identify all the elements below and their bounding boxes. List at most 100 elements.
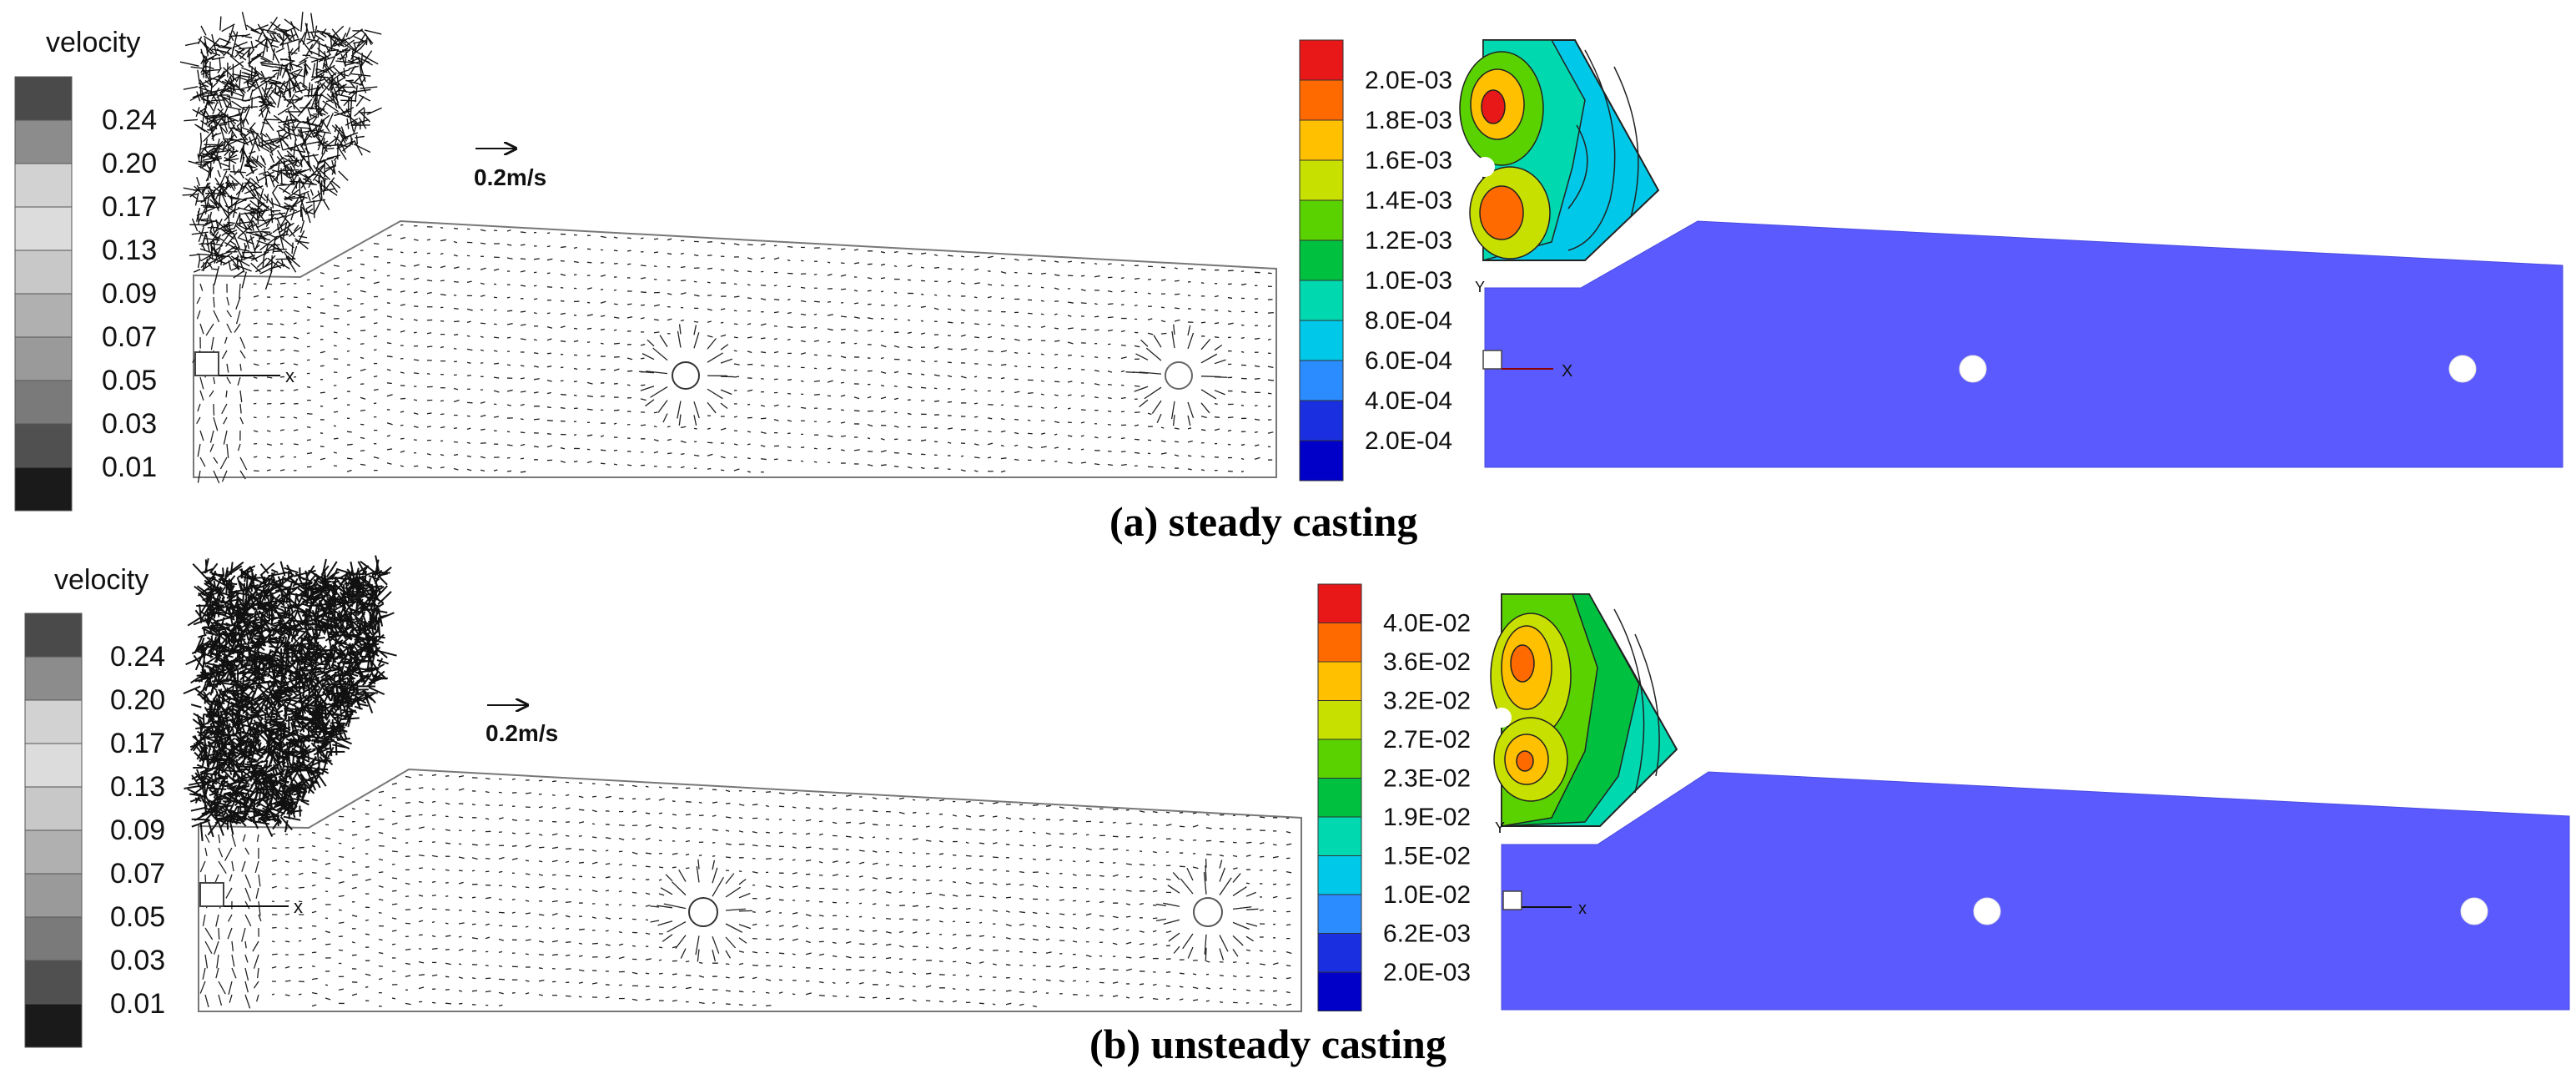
contour-legend-label: 3.6E-02 <box>1383 648 1471 676</box>
velocity-legend-swatch <box>24 786 83 831</box>
x-axis-label: x <box>1578 900 1587 918</box>
contour-legend-label: 8.0E-04 <box>1365 307 1452 335</box>
contour-legend-swatch <box>1317 894 1362 934</box>
contour-legend-label: 1.9E-02 <box>1383 804 1471 831</box>
contour-legend-swatch <box>1299 400 1344 441</box>
contour-legend-swatch <box>1317 661 1362 701</box>
contour-legend-swatch <box>1317 816 1362 856</box>
contour-legend-swatch <box>1299 119 1344 161</box>
scale-arrow-label: 0.2m/s <box>486 720 558 746</box>
velocity-legend-title: velocity <box>54 564 148 596</box>
caption-b: (b) unsteady casting <box>1089 1021 1446 1067</box>
velocity-legend-swatch <box>24 829 83 875</box>
contour-domain: X Y <box>1459 39 2563 468</box>
contour-legend-label: 3.2E-02 <box>1383 688 1471 715</box>
contour-legend-swatch <box>1299 280 1344 321</box>
contour-legend-label: 2.7E-02 <box>1383 726 1471 754</box>
inlet-box <box>1502 890 1522 910</box>
riser-hole <box>1973 897 2001 925</box>
velocity-legend-label: 0.13 <box>110 771 165 803</box>
contour-legend-swatch <box>1299 79 1344 121</box>
velocity-legend-label: 0.20 <box>102 148 157 179</box>
riser-hole <box>688 897 718 927</box>
vector-field-domain: x <box>183 555 1302 1012</box>
velocity-legend-label: 0.07 <box>110 858 165 890</box>
contour-legend-label: 2.0E-04 <box>1365 427 1452 455</box>
velocity-legend-label: 0.09 <box>110 814 165 846</box>
contour-legend-label: 2.0E-03 <box>1383 959 1471 986</box>
riser-hole <box>2460 897 2488 925</box>
contour-legend-swatch <box>1317 971 1362 1011</box>
contour-legend-swatch <box>1299 440 1344 481</box>
velocity-legend-label: 0.07 <box>102 321 157 353</box>
velocity-legend-label: 0.24 <box>102 104 157 136</box>
velocity-legend-swatch <box>14 250 73 295</box>
velocity-legend-swatch <box>24 916 83 961</box>
vector-field-domain: x <box>179 12 1277 484</box>
velocity-legend-swatch <box>14 76 73 121</box>
velocity-legend-swatch <box>24 613 83 658</box>
contour-legend-label: 2.3E-02 <box>1383 765 1471 793</box>
velocity-legend-title: velocity <box>46 27 140 58</box>
contour-legend-swatch <box>1317 933 1362 973</box>
velocity-legend-swatch <box>14 423 73 468</box>
x-axis-label: x <box>285 366 294 386</box>
velocity-legend-label: 0.03 <box>102 408 157 440</box>
contour-legend-swatch <box>1299 199 1344 241</box>
contour-legend-label: 2.0E-03 <box>1365 67 1452 94</box>
velocity-legend-swatch <box>14 466 73 512</box>
inlet-box <box>194 351 219 376</box>
contour-legend: 2.0E-03 1.8E-03 1.6E-03 1.4E-03 1.2E-03 1.0E-… <box>1299 39 1452 481</box>
contour-legend-label: 4.0E-02 <box>1383 610 1471 638</box>
x-axis-label: X <box>1562 362 1572 381</box>
y-axis-label: Y <box>1475 279 1485 295</box>
inlet-box <box>1482 350 1502 370</box>
contour-legend-label: 1.8E-03 <box>1365 107 1452 134</box>
velocity-legend-swatch <box>14 206 73 251</box>
contour-legend: 4.0E-02 3.6E-02 3.2E-02 2.7E-02 2.3E-02 1.9E-… <box>1317 583 1471 1011</box>
velocity-legend: 0.24 0.20 0.17 0.13 0.09 0.07 0.05 0.03 0.01 <box>24 613 165 1048</box>
inlet-box <box>199 882 224 907</box>
velocity-legend-swatch <box>24 743 83 788</box>
velocity-legend-label: 0.09 <box>102 278 157 310</box>
riser-hole <box>672 361 700 390</box>
contour-legend-label: 1.5E-02 <box>1383 843 1471 870</box>
riser-hole <box>1165 361 1193 390</box>
contour-legend-label: 1.0E-03 <box>1365 267 1452 295</box>
panel-steady: velocity 0.24 0.20 0.17 0.13 0.09 0.07 0.05 0.0… <box>14 12 2563 545</box>
velocity-legend-swatch <box>14 380 73 425</box>
velocity-legend-swatch <box>14 336 73 381</box>
contour-legend-label: 4.0E-04 <box>1365 387 1452 415</box>
riser-hole <box>2448 355 2477 383</box>
velocity-legend-label: 0.01 <box>110 988 165 1020</box>
velocity-legend-label: 0.05 <box>110 901 165 933</box>
contour-legend-label: 1.0E-02 <box>1383 881 1471 909</box>
riser-hole <box>1193 897 1223 927</box>
velocity-legend-swatch <box>14 119 73 164</box>
velocity-legend: 0.24 0.20 0.17 0.13 0.09 0.07 0.05 0.03 0.01 <box>14 76 157 512</box>
velocity-legend-swatch <box>24 873 83 918</box>
contour-legend-swatch <box>1299 320 1344 361</box>
scale-arrow-label: 0.2m/s <box>474 164 546 190</box>
velocity-legend-swatch <box>24 656 83 701</box>
panel-unsteady: velocity 0.24 0.20 0.17 0.13 0.09 0.07 0.05 0.0… <box>24 555 2570 1067</box>
contour-legend-swatch <box>1317 778 1362 818</box>
contour-legend-swatch <box>1317 700 1362 740</box>
contour-legend-label: 6.0E-04 <box>1365 347 1452 375</box>
contour-legend-swatch <box>1317 623 1362 663</box>
contour-legend-swatch <box>1317 739 1362 779</box>
velocity-legend-swatch <box>24 1003 83 1048</box>
riser-hole <box>1959 355 1987 383</box>
contour-legend-label: 6.2E-03 <box>1383 920 1471 948</box>
contour-domain: x Y <box>1490 593 2570 1011</box>
contour-legend-label: 1.2E-03 <box>1365 227 1452 255</box>
pouring-cup-contours <box>1490 593 1678 827</box>
contour-legend-swatch <box>1299 239 1344 281</box>
velocity-legend-label: 0.01 <box>102 451 157 483</box>
contour-legend-swatch <box>1317 855 1362 895</box>
velocity-legend-label: 0.13 <box>102 234 157 266</box>
contour-legend-swatch <box>1317 583 1362 623</box>
y-axis-label: Y <box>1495 819 1505 836</box>
velocity-legend-label: 0.17 <box>110 728 165 759</box>
